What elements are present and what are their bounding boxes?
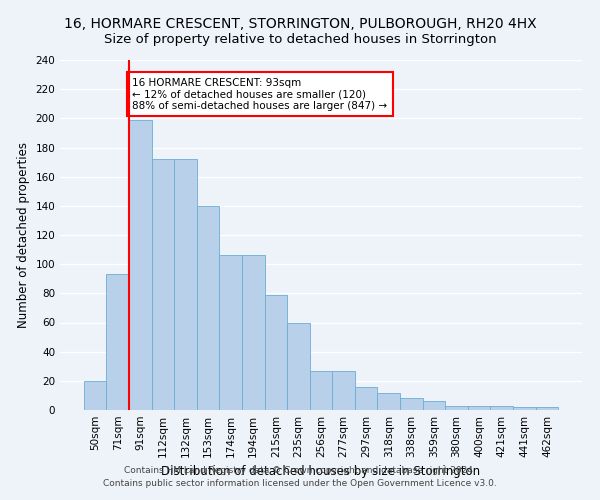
Bar (490, 406, 513, 410)
Bar (310, 370, 332, 410)
Bar (197, 206, 220, 410)
Bar (265, 295, 287, 410)
Bar (84, 381, 106, 410)
Bar (220, 256, 242, 410)
Bar (400, 398, 422, 410)
Bar (513, 407, 536, 410)
Bar (332, 370, 355, 410)
Text: 16 HORMARE CRESCENT: 93sqm
← 12% of detached houses are smaller (120)
88% of sem: 16 HORMARE CRESCENT: 93sqm ← 12% of deta… (133, 78, 388, 110)
Bar (536, 407, 558, 410)
Bar (287, 322, 310, 410)
Text: 16, HORMARE CRESCENT, STORRINGTON, PULBOROUGH, RH20 4HX: 16, HORMARE CRESCENT, STORRINGTON, PULBO… (64, 18, 536, 32)
Bar (174, 159, 197, 410)
Bar (355, 386, 377, 410)
Text: Size of property relative to detached houses in Storrington: Size of property relative to detached ho… (104, 32, 496, 46)
Bar (129, 120, 152, 410)
Bar (377, 392, 400, 410)
Bar (422, 401, 445, 410)
Y-axis label: Number of detached properties: Number of detached properties (17, 142, 30, 328)
Bar (242, 256, 265, 410)
Bar (106, 274, 129, 410)
Bar (468, 406, 490, 410)
Bar (152, 159, 174, 410)
X-axis label: Distribution of detached houses by size in Storrington: Distribution of detached houses by size … (161, 466, 481, 478)
Bar (445, 406, 468, 410)
Text: Contains HM Land Registry data © Crown copyright and database right 2024.
Contai: Contains HM Land Registry data © Crown c… (103, 466, 497, 487)
